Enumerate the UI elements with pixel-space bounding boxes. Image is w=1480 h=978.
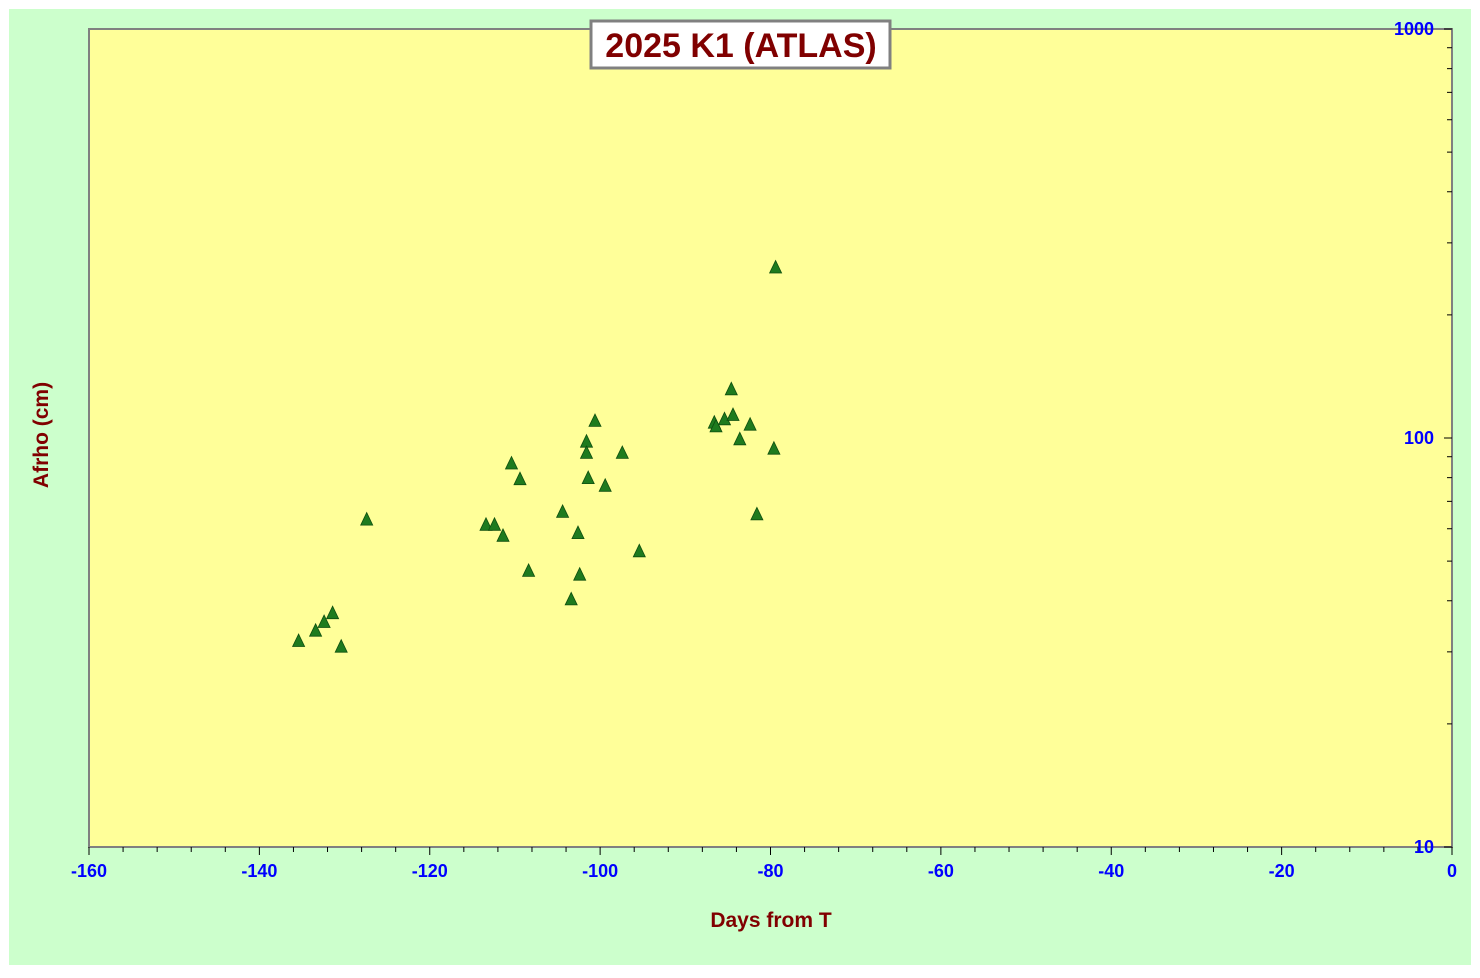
x-tick-label: -160 [71, 861, 107, 881]
y-axis-title: Afrho (cm) [30, 382, 53, 488]
data-point [615, 445, 629, 459]
data-point [513, 471, 527, 486]
data-point [291, 633, 306, 647]
data-point [325, 605, 340, 620]
data-point [767, 440, 781, 455]
y-tick-label: 10 [1414, 837, 1434, 857]
x-axis-title: Days from T [710, 909, 832, 932]
chart-title: 2025 K1 (ATLAS) [605, 27, 876, 65]
data-point [768, 259, 783, 274]
x-tick-label: -20 [1269, 861, 1295, 881]
chart-title-box: 2025 K1 (ATLAS) [589, 19, 892, 70]
x-tick-label: 0 [1447, 861, 1457, 881]
x-tick-label: -80 [757, 861, 783, 881]
data-point [360, 511, 374, 526]
data-point [726, 407, 740, 421]
data-point [487, 516, 502, 531]
data-point [571, 525, 585, 539]
data-point [564, 591, 578, 606]
data-point [521, 562, 536, 577]
data-point [334, 638, 348, 653]
data-point [573, 566, 587, 581]
data-point [743, 416, 757, 431]
y-tick-label: 1000 [1394, 19, 1434, 39]
y-minor-ticks [1444, 28, 1452, 848]
y-tick-labels: 10 100 1000 [1394, 19, 1434, 857]
data-point [555, 503, 570, 518]
data-point [733, 431, 747, 446]
data-point [750, 506, 764, 521]
y-tick-label: 100 [1404, 428, 1434, 448]
x-tick-label: -100 [582, 861, 618, 881]
data-point [317, 614, 331, 628]
data-point [581, 470, 595, 485]
chart-title-frame [589, 19, 892, 70]
x-minor-ticks [88, 847, 1453, 855]
data-point [504, 455, 519, 470]
data-point [632, 543, 646, 558]
data-point [588, 413, 602, 427]
data-point [496, 527, 510, 542]
x-tick-label: -120 [412, 861, 448, 881]
x-tick-label: -140 [241, 861, 277, 881]
plot-area [88, 28, 1453, 848]
x-tick-label: -40 [1098, 861, 1124, 881]
data-point [479, 516, 493, 531]
data-point [579, 445, 594, 459]
data-point [724, 381, 738, 396]
data-point [598, 477, 612, 492]
data-points [291, 259, 783, 653]
data-point [308, 622, 323, 637]
x-tick-label: -60 [928, 861, 954, 881]
data-point [709, 418, 723, 433]
x-tick-labels: -160 -140 -120 -100 -80 -60 -40 -20 0 [71, 861, 1457, 881]
